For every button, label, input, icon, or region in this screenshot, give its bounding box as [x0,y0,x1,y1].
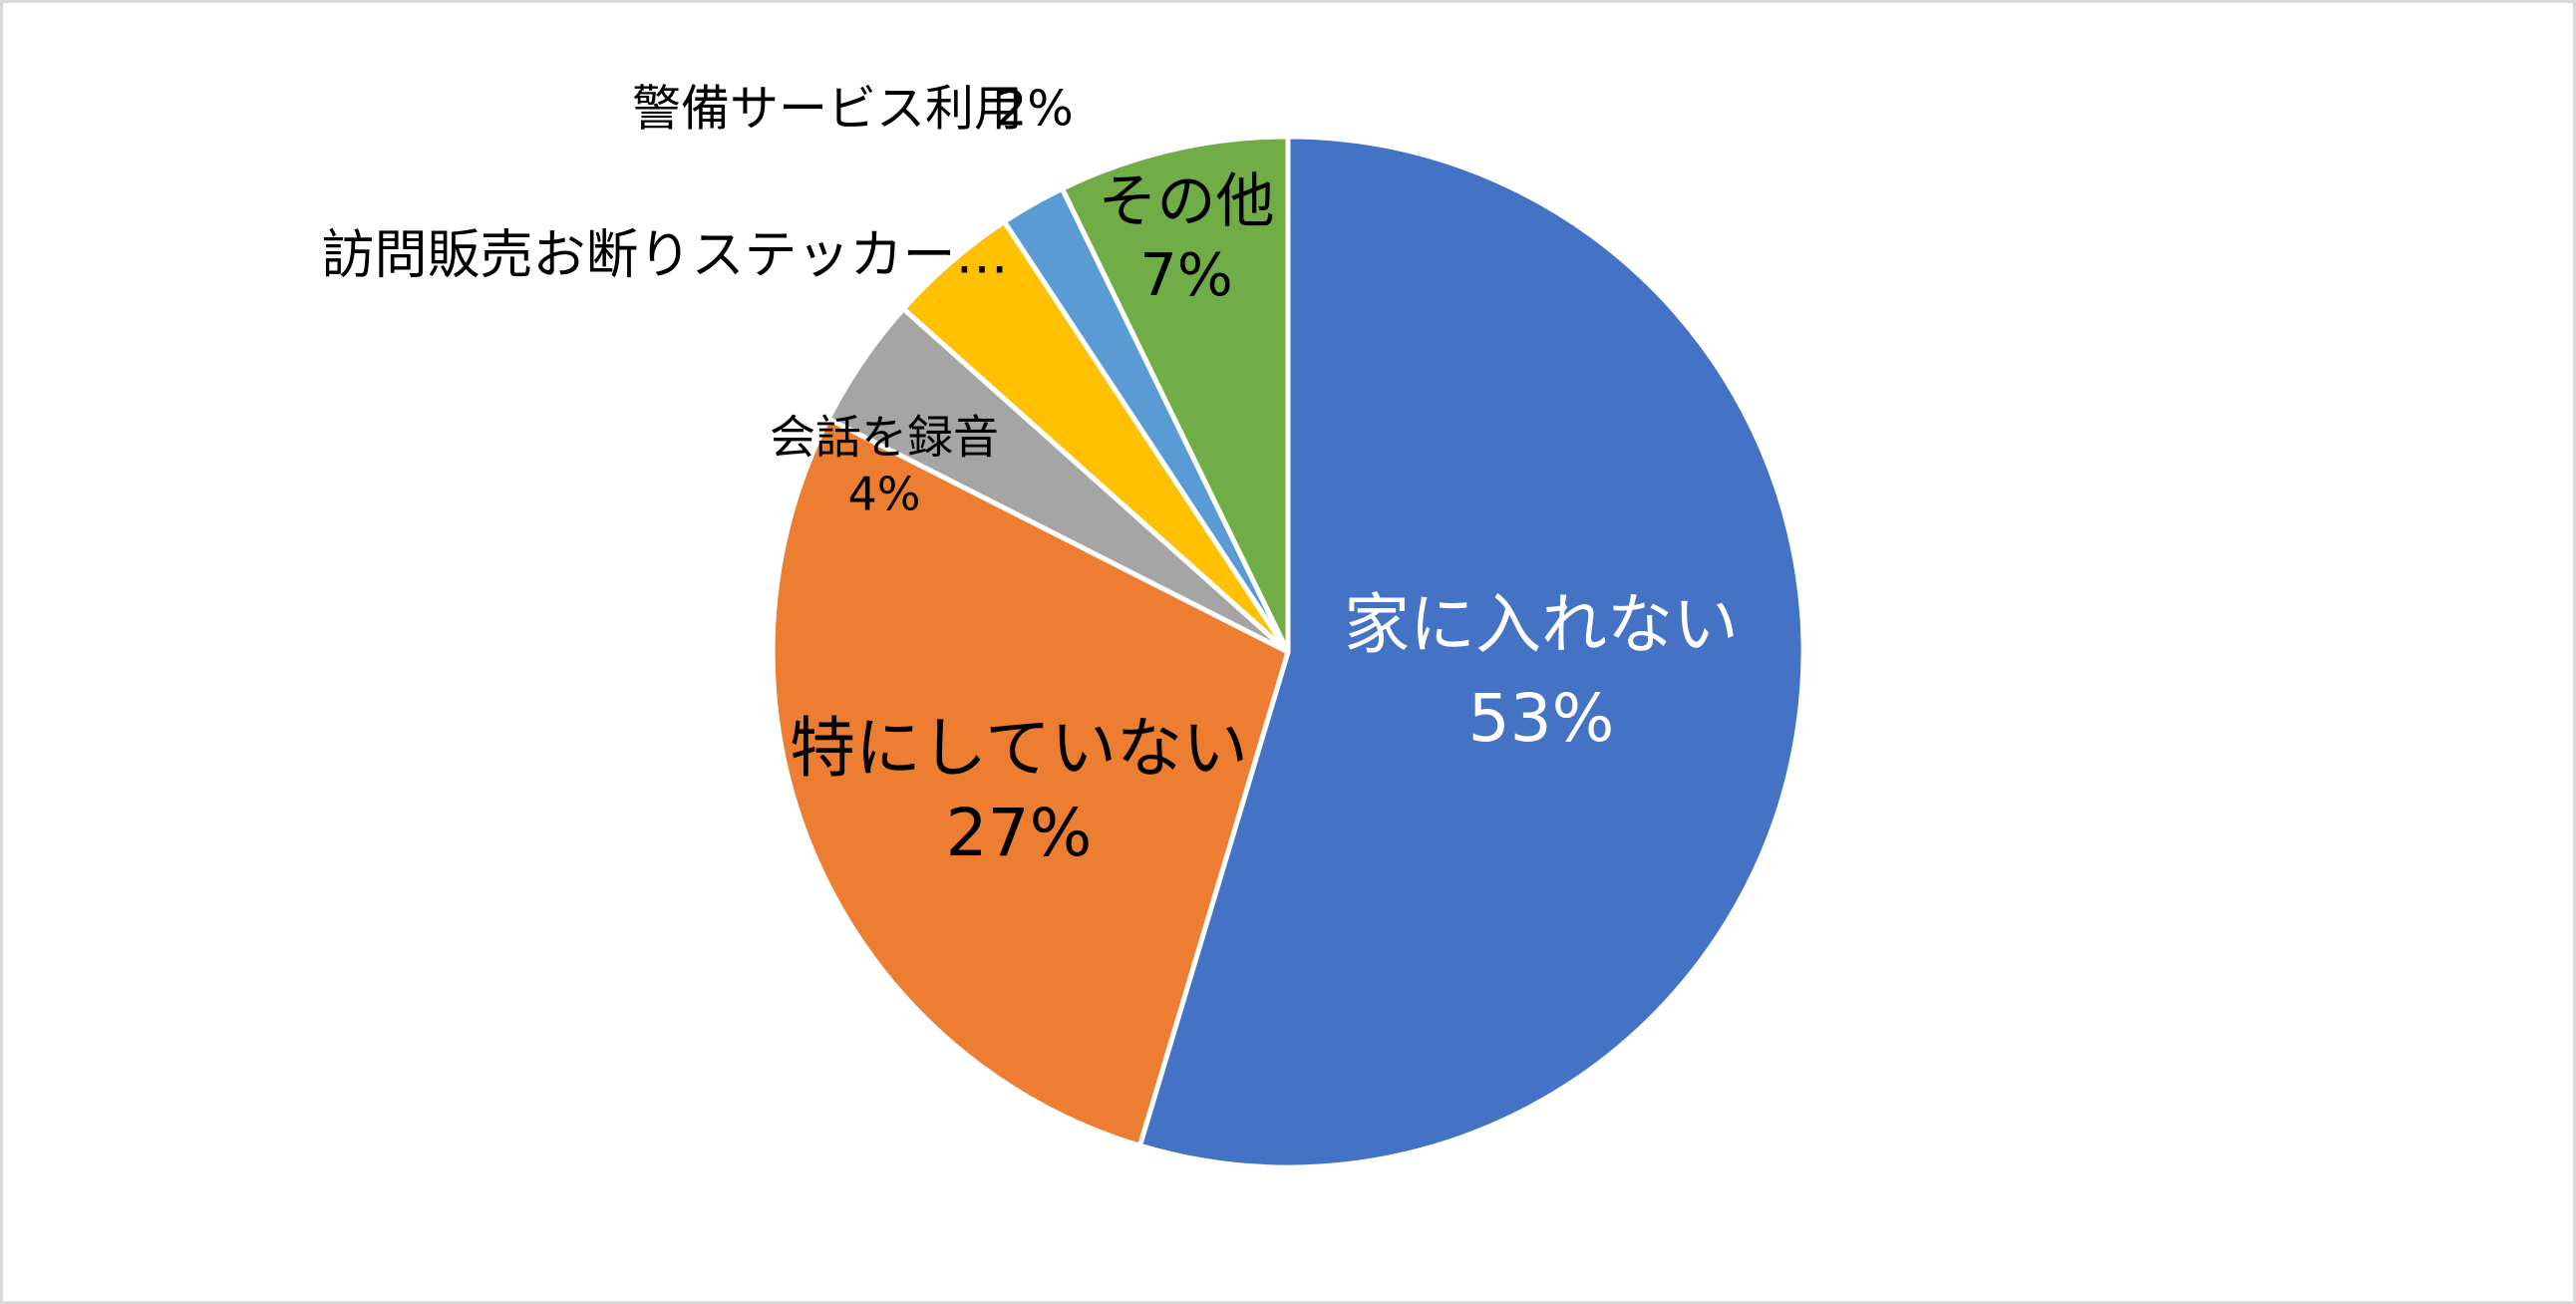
value-label: 2% [996,81,1074,138]
pie [770,134,1806,1170]
category-label: 家に入れない [1344,586,1739,663]
category-label: 特にしていない [790,710,1248,787]
pie-slice [1060,134,1291,655]
value-label: 27% [946,795,1093,871]
pie-slice [1136,134,1806,1170]
value-label: 7% [1139,240,1233,309]
value-label: 53% [1468,680,1615,757]
value-label: 4% [848,468,921,521]
pie-slice [770,416,1291,1148]
category-label: その他 [1098,166,1274,235]
category-label: 警備サービス利用 [632,81,1023,138]
category-label: 会話を録音 [770,411,999,465]
category-label: 訪問販売お断りステッカー… [322,225,1009,286]
